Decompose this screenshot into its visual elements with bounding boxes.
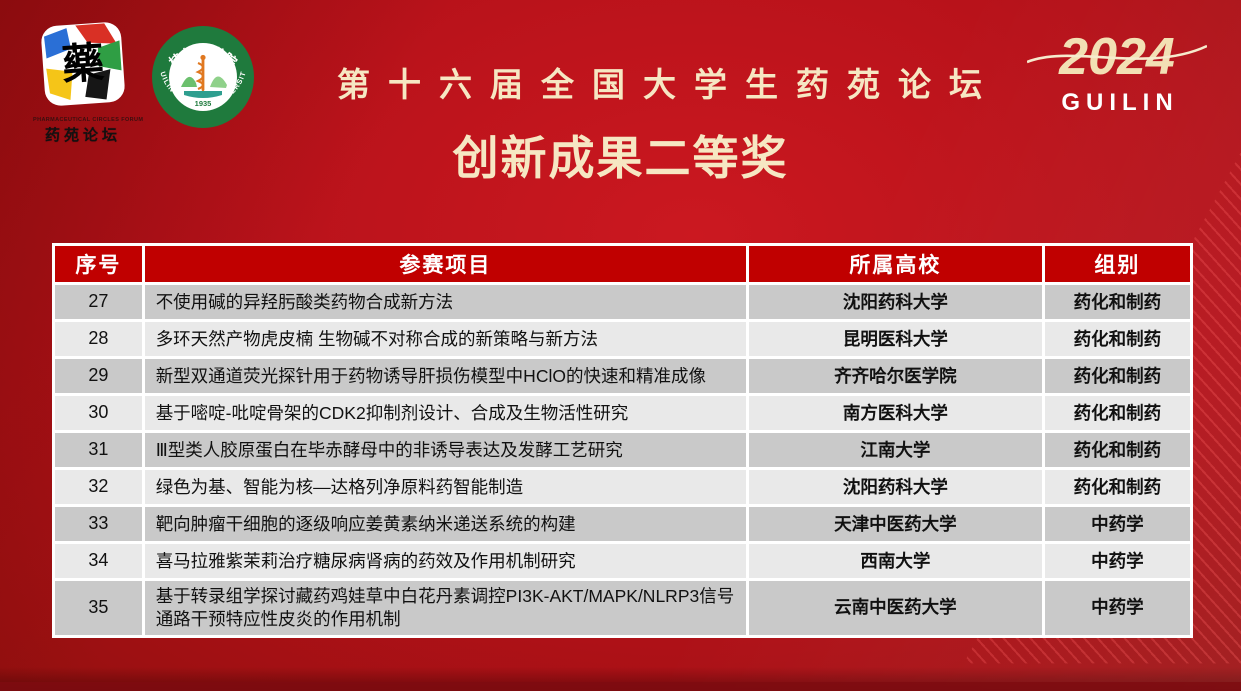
cell-no: 31 (55, 433, 142, 467)
cell-group: 药化和制药 (1044, 433, 1190, 467)
cell-university: 昆明医科大学 (748, 322, 1042, 356)
cell-university: 西南大学 (748, 544, 1042, 578)
bottom-border-band (0, 682, 1241, 691)
forum-logo-icon: 藥 (41, 22, 125, 106)
award-title: 创新成果二等奖 (452, 132, 789, 184)
cell-group: 药化和制药 (1044, 285, 1190, 319)
forum-logo: 藥 PHARMACEUTICAL CIRCLES FORUM 药苑论坛 (33, 18, 144, 145)
cell-group: 药化和制药 (1044, 470, 1190, 504)
table-row: 35 基于转录组学探讨藏药鸡娃草中白花丹素调控PI3K-AKT/MAPK/NLR… (55, 581, 1190, 635)
cell-group: 中药学 (1044, 544, 1190, 578)
table-row: 27 不使用碱的异羟肟酸类药物合成新方法 沈阳药科大学 药化和制药 (55, 285, 1190, 319)
year-2024-logo: 2024 GUILIN (1026, 22, 1208, 117)
university-logo-year: 1935 (195, 99, 212, 108)
forum-logo-caption-en: PHARMACEUTICAL CIRCLES FORUM (33, 117, 144, 123)
table-row: 33 靶向肿瘤干细胞的逐级响应姜黄素纳米递送系统的构建 天津中医药大学 中药学 (55, 507, 1190, 541)
cell-project: 喜马拉雅紫茉莉治疗糖尿病肾病的药效及作用机制研究 (144, 544, 746, 578)
cell-university: 齐齐哈尔医学院 (748, 359, 1042, 393)
cell-group: 中药学 (1044, 581, 1190, 635)
column-header-project: 参赛项目 (144, 246, 746, 282)
year-badge-city: GUILIN (1061, 89, 1179, 116)
cell-no: 27 (55, 285, 142, 319)
cell-project: 绿色为基、智能为核—达格列净原料药智能制造 (144, 470, 746, 504)
column-header-university: 所属高校 (748, 246, 1042, 282)
cell-project: 靶向肿瘤干细胞的逐级响应姜黄素纳米递送系统的构建 (144, 507, 746, 541)
cell-no: 35 (55, 581, 142, 635)
cell-university: 天津中医药大学 (748, 507, 1042, 541)
cell-university: 沈阳药科大学 (748, 285, 1042, 319)
table-row: 29 新型双通道荧光探针用于药物诱导肝损伤模型中HClO的快速和精准成像 齐齐哈… (55, 359, 1190, 393)
table-row: 34 喜马拉雅紫茉莉治疗糖尿病肾病的药效及作用机制研究 西南大学 中药学 (55, 544, 1190, 578)
cell-no: 34 (55, 544, 142, 578)
svg-text:藥: 藥 (60, 39, 105, 89)
award-table-container: 序号 参赛项目 所属高校 组别 27 不使用碱的异羟肟酸类药物合成新方法 沈阳药… (52, 243, 1193, 638)
cell-university: 云南中医药大学 (748, 581, 1042, 635)
table-row: 28 多环天然产物虎皮楠 生物碱不对称合成的新策略与新方法 昆明医科大学 药化和… (55, 322, 1190, 356)
event-title: 第十六届全国大学生药苑论坛 (337, 66, 1000, 103)
cell-project: 基于转录组学探讨藏药鸡娃草中白花丹素调控PI3K-AKT/MAPK/NLRP3信… (144, 581, 746, 635)
table-row: 31 Ⅲ型类人胶原蛋白在毕赤酵母中的非诱导表达及发酵工艺研究 江南大学 药化和制… (55, 433, 1190, 467)
cell-group: 药化和制药 (1044, 359, 1190, 393)
cell-project: Ⅲ型类人胶原蛋白在毕赤酵母中的非诱导表达及发酵工艺研究 (144, 433, 746, 467)
award-table-body: 27 不使用碱的异羟肟酸类药物合成新方法 沈阳药科大学 药化和制药 28 多环天… (55, 285, 1190, 635)
year-2024-icon: 2024 (1026, 28, 1208, 86)
column-header-group: 组别 (1044, 246, 1190, 282)
cell-no: 28 (55, 322, 142, 356)
cell-no: 33 (55, 507, 142, 541)
cell-university: 南方医科大学 (748, 396, 1042, 430)
cell-no: 29 (55, 359, 142, 393)
university-logo: 桂林医学院 GUILIN MEDICAL UNIVERSITY 1935 (151, 25, 254, 128)
cell-university: 沈阳药科大学 (748, 470, 1042, 504)
cell-project: 不使用碱的异羟肟酸类药物合成新方法 (144, 285, 746, 319)
forum-logo-caption-zh: 药苑论坛 (44, 127, 121, 144)
cell-no: 30 (55, 396, 142, 430)
award-table: 序号 参赛项目 所属高校 组别 27 不使用碱的异羟肟酸类药物合成新方法 沈阳药… (52, 243, 1193, 638)
cell-university: 江南大学 (748, 433, 1042, 467)
cell-group: 药化和制药 (1044, 396, 1190, 430)
cell-project: 基于嘧啶-吡啶骨架的CDK2抑制剂设计、合成及生物活性研究 (144, 396, 746, 430)
table-row: 32 绿色为基、智能为核—达格列净原料药智能制造 沈阳药科大学 药化和制药 (55, 470, 1190, 504)
column-header-no: 序号 (55, 246, 142, 282)
cell-no: 32 (55, 470, 142, 504)
cell-group: 中药学 (1044, 507, 1190, 541)
cell-project: 多环天然产物虎皮楠 生物碱不对称合成的新策略与新方法 (144, 322, 746, 356)
table-header-row: 序号 参赛项目 所属高校 组别 (55, 246, 1190, 282)
cell-project: 新型双通道荧光探针用于药物诱导肝损伤模型中HClO的快速和精准成像 (144, 359, 746, 393)
cell-group: 药化和制药 (1044, 322, 1190, 356)
table-row: 30 基于嘧啶-吡啶骨架的CDK2抑制剂设计、合成及生物活性研究 南方医科大学 … (55, 396, 1190, 430)
